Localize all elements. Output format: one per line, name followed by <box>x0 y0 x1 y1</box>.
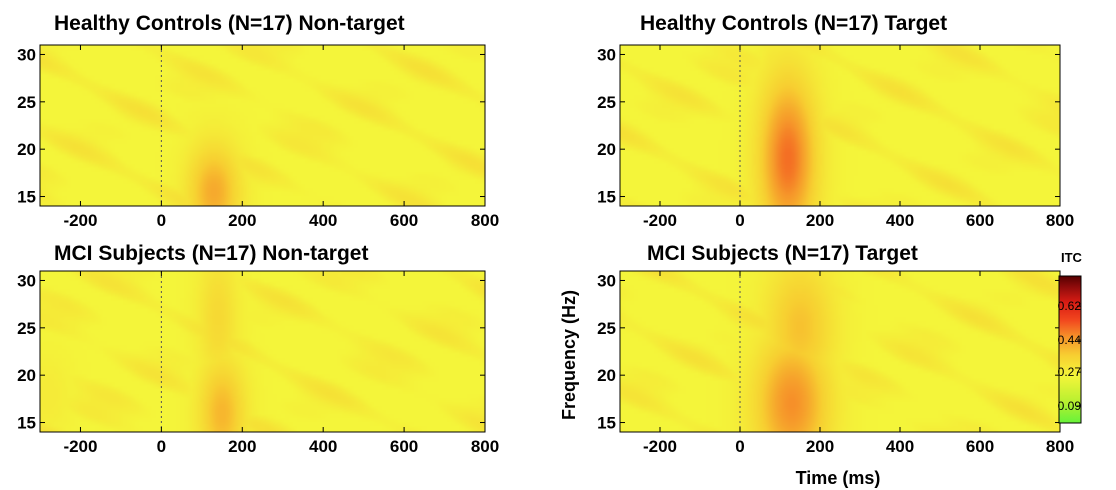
x-tick-label: 600 <box>390 211 418 230</box>
x-tick-label: 400 <box>309 437 337 456</box>
colorbar-tick-label: 0.09 <box>1058 399 1082 413</box>
heatmap-image <box>40 45 485 206</box>
panel-title: Healthy Controls (N=17) Non-target <box>54 12 405 35</box>
x-tick-label: -200 <box>63 211 97 230</box>
x-tick-label: 800 <box>471 211 499 230</box>
heatmap-panel-4: MCI Subjects (N=17) Target -200 0 200 400 600… <box>597 242 1074 456</box>
colorbar-tick-label: 0.62 <box>1058 299 1082 313</box>
y-tick-label: 30 <box>597 271 616 290</box>
y-tick-label: 30 <box>597 45 616 64</box>
x-tick-label: 0 <box>157 437 166 456</box>
panel-title: MCI Subjects (N=17) Non-target <box>54 242 368 265</box>
x-tick-label: 800 <box>471 437 499 456</box>
x-tick-label: -200 <box>643 211 677 230</box>
y-tick-label: 25 <box>17 93 36 112</box>
axes-frame <box>619 44 1061 207</box>
x-tick-label: 200 <box>228 211 256 230</box>
x-tick-label: 200 <box>228 437 256 456</box>
y-tick-label: 20 <box>597 140 616 159</box>
y-tick-label: 20 <box>17 140 36 159</box>
x-tick-label: 200 <box>806 437 834 456</box>
y-tick-label: 20 <box>17 366 36 385</box>
axes-frame <box>39 44 486 207</box>
x-axis-label: Time (ms) <box>796 468 881 488</box>
heatmap-panel-1: Healthy Controls (N=17) Non-target -200 0 2… <box>17 12 499 230</box>
y-axis-label: Frequency (Hz) <box>559 290 579 420</box>
heatmap-panel-2: Healthy Controls (N=17) Target -200 0 200 40… <box>597 12 1074 230</box>
x-tick-label: 400 <box>886 437 914 456</box>
heatmap-image <box>620 271 1060 432</box>
x-tick-label: 400 <box>309 211 337 230</box>
x-tick-label: 0 <box>157 211 166 230</box>
x-tick-label: 800 <box>1046 211 1074 230</box>
y-tick-label: 30 <box>17 271 36 290</box>
colorbar: ITC 0.62 0.44 0.27 0.09 <box>1058 250 1083 424</box>
y-tick-label: 25 <box>597 93 616 112</box>
y-tick-label: 30 <box>17 45 36 64</box>
heatmap-panel-3: MCI Subjects (N=17) Non-target -200 0 200 40… <box>17 242 499 456</box>
x-tick-label: 0 <box>735 211 744 230</box>
panel-title: Healthy Controls (N=17) Target <box>640 12 947 35</box>
x-tick-label: 200 <box>806 211 834 230</box>
y-tick-label: 25 <box>17 319 36 338</box>
x-tick-label: 800 <box>1046 437 1074 456</box>
y-tick-label: 25 <box>597 319 616 338</box>
heatmap-image <box>620 45 1060 206</box>
y-tick-label: 15 <box>17 414 36 433</box>
y-tick-label: 15 <box>597 414 616 433</box>
heatmap-image <box>40 271 485 432</box>
x-tick-label: -200 <box>63 437 97 456</box>
y-tick-label: 15 <box>17 188 36 207</box>
x-tick-label: 400 <box>886 211 914 230</box>
x-tick-label: 600 <box>390 437 418 456</box>
panel-title: MCI Subjects (N=17) Target <box>647 242 918 265</box>
y-tick-label: 20 <box>597 366 616 385</box>
x-tick-label: 600 <box>966 211 994 230</box>
x-tick-label: 600 <box>966 437 994 456</box>
x-tick-label: -200 <box>643 437 677 456</box>
y-tick-label: 15 <box>597 188 616 207</box>
colorbar-tick-label: 0.44 <box>1058 333 1082 347</box>
colorbar-tick-label: 0.27 <box>1058 365 1082 379</box>
x-tick-label: 0 <box>735 437 744 456</box>
colorbar-gradient <box>1058 275 1082 424</box>
axes-frame <box>39 270 486 433</box>
colorbar-title: ITC <box>1061 250 1083 265</box>
